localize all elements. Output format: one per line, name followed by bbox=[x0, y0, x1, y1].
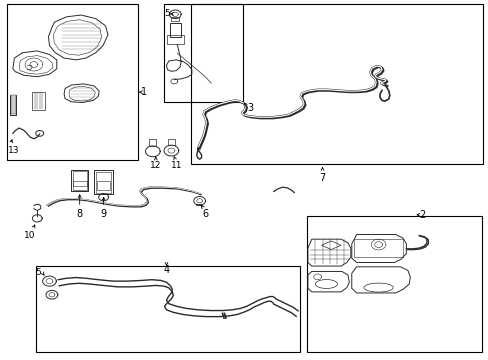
Bar bbox=[96, 172, 111, 193]
Text: 5: 5 bbox=[35, 268, 41, 277]
Bar bbox=[10, 95, 16, 115]
Text: 6: 6 bbox=[202, 210, 208, 219]
Bar bbox=[71, 170, 88, 192]
Text: 2: 2 bbox=[418, 210, 425, 220]
Bar bbox=[36, 266, 299, 352]
Text: 9: 9 bbox=[101, 209, 106, 219]
Text: 4: 4 bbox=[163, 265, 169, 275]
Bar bbox=[353, 239, 402, 257]
Text: 11: 11 bbox=[170, 161, 182, 170]
Bar bbox=[306, 216, 482, 352]
Text: 5: 5 bbox=[164, 9, 170, 18]
Bar bbox=[163, 4, 243, 102]
Bar bbox=[190, 4, 483, 164]
Bar bbox=[11, 95, 16, 114]
Text: 3: 3 bbox=[246, 103, 253, 113]
Text: 10: 10 bbox=[24, 231, 36, 240]
Text: 13: 13 bbox=[8, 146, 20, 155]
Text: 1: 1 bbox=[141, 87, 147, 97]
Bar bbox=[97, 181, 110, 190]
Bar bbox=[170, 23, 181, 37]
Bar bbox=[73, 171, 87, 190]
Bar bbox=[32, 92, 44, 110]
Bar bbox=[6, 4, 138, 160]
Text: 12: 12 bbox=[150, 161, 161, 170]
Bar bbox=[94, 170, 113, 194]
Bar bbox=[73, 181, 87, 186]
Text: 7: 7 bbox=[319, 173, 325, 183]
Text: 8: 8 bbox=[77, 209, 82, 219]
Bar bbox=[167, 35, 183, 44]
Bar bbox=[171, 17, 179, 21]
Bar bbox=[149, 139, 156, 146]
Bar bbox=[167, 139, 174, 145]
